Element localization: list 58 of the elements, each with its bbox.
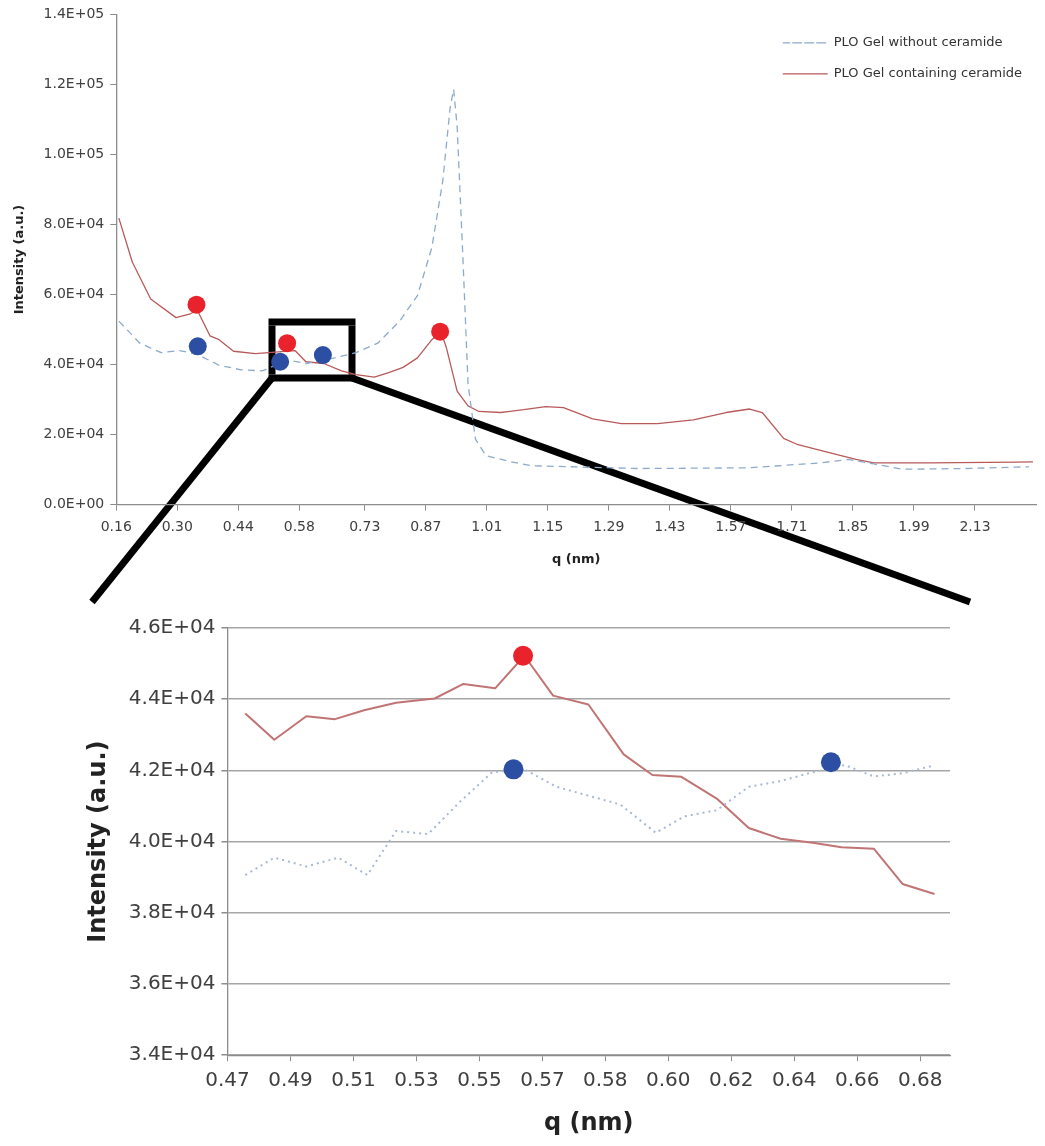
y-axis-title: Intensity (a.u.) (82, 740, 111, 943)
x-tick-label: 0.30 (161, 517, 193, 534)
y-axis-title: Intensity (a.u.) (11, 204, 27, 315)
x-tick-label: 1.29 (593, 517, 625, 534)
x-tick-label: 2.13 (959, 517, 991, 534)
x-tick-label: 0.62 (708, 1067, 754, 1092)
y-tick-label: 4.0E+04 (43, 355, 105, 372)
x-tick-label: 0.58 (582, 1067, 628, 1092)
x-tick-label: 1.71 (776, 517, 808, 534)
x-tick-label: 1.15 (532, 517, 564, 534)
x-tick-label: 0.49 (268, 1067, 313, 1092)
x-tick-label: 0.58 (283, 517, 315, 534)
x-tick-label: 1.99 (898, 517, 930, 534)
x-axis-title: q (nm) (543, 1107, 634, 1136)
point (271, 352, 290, 371)
y-tick-label: 1.4E+05 (43, 5, 105, 22)
y-tick-label: 4.4E+04 (128, 685, 216, 710)
x-tick-label: 0.16 (100, 517, 132, 534)
x-tick-label: 0.53 (394, 1067, 439, 1092)
y-tick-label: 0.0E+00 (43, 495, 105, 512)
x-tick-label: 0.87 (410, 517, 442, 534)
point (313, 346, 332, 365)
x-tick-label: 0.68 (898, 1067, 943, 1092)
y-tick-label: 2.0E+04 (43, 425, 105, 442)
y-tick-label: 4.0E+04 (128, 827, 216, 852)
y-tick-label: 1.2E+05 (43, 75, 105, 92)
line-series (118, 88, 1030, 470)
x-tick-label: 1.43 (654, 517, 686, 534)
y-tick-label: 3.6E+04 (128, 970, 216, 995)
x-tick-label: 0.73 (349, 517, 381, 534)
x-tick-label: 0.47 (205, 1067, 250, 1092)
x-tick-label: 1.57 (715, 517, 747, 534)
point (188, 337, 207, 356)
point (187, 295, 206, 314)
x-tick-label: 0.64 (772, 1067, 817, 1092)
point (431, 322, 450, 341)
x-tick-label: 0.57 (520, 1067, 565, 1092)
point (278, 334, 297, 353)
legend-label: PLO Gel containing ceramide (833, 65, 1023, 81)
x-tick-label: 0.44 (222, 517, 254, 534)
y-tick-label: 8.0E+04 (43, 215, 105, 232)
legend-label: PLO Gel without ceramide (833, 34, 1003, 50)
x-tick-label: 0.60 (645, 1067, 691, 1092)
y-tick-label: 3.8E+04 (128, 899, 216, 923)
y-tick-label: 1.0E+05 (43, 145, 105, 162)
x-tick-label: 0.66 (835, 1067, 880, 1092)
x-tick-label: 0.55 (457, 1067, 502, 1092)
x-tick-label: 0.51 (331, 1067, 376, 1092)
point (503, 759, 524, 780)
y-tick-label: 4.6E+04 (128, 614, 216, 639)
point (513, 645, 534, 666)
point (820, 752, 841, 773)
y-tick-label: 4.2E+04 (128, 756, 216, 781)
x-axis-title: q (nm) (551, 550, 601, 566)
x-tick-label: 1.01 (471, 517, 503, 534)
y-tick-label: 6.0E+04 (43, 285, 105, 302)
x-tick-label: 1.85 (837, 517, 869, 534)
y-tick-label: 3.4E+04 (128, 1041, 216, 1066)
